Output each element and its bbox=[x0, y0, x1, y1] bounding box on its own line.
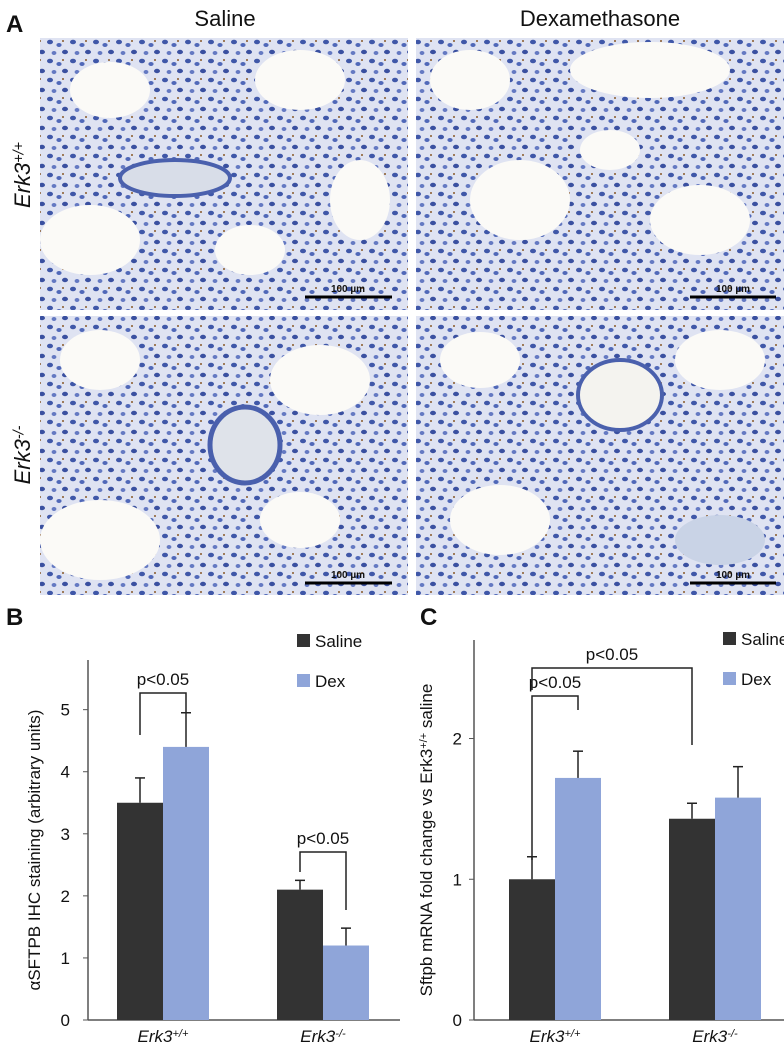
y-tick-label: 0 bbox=[453, 1011, 462, 1030]
y-tick-label: 2 bbox=[61, 887, 70, 906]
annotation: p<0.05 bbox=[297, 829, 349, 848]
bar bbox=[117, 802, 163, 1020]
micrograph bbox=[416, 316, 784, 595]
row-label: Erk3+/+ bbox=[10, 142, 35, 208]
x-tick-label: Erk3-/- bbox=[692, 1027, 738, 1046]
panel-label: C bbox=[420, 604, 437, 631]
micrograph bbox=[416, 38, 784, 310]
row-label: Erk3-/- bbox=[10, 425, 35, 484]
y-tick-label: 4 bbox=[61, 763, 70, 782]
significance-bracket bbox=[531, 667, 693, 745]
legend-label: Saline bbox=[741, 630, 784, 649]
bar bbox=[509, 879, 555, 1020]
micrographs: 100 µm 100 µm 100 µm 100 µm bbox=[40, 38, 784, 595]
x-tick-label: Erk3-/- bbox=[300, 1027, 346, 1046]
panel-label: B bbox=[6, 604, 23, 631]
y-tick-label: 0 bbox=[61, 1011, 70, 1030]
micrograph bbox=[40, 316, 408, 595]
column-header: Dexamethasone bbox=[520, 6, 680, 31]
significance-bracket bbox=[299, 851, 347, 910]
legend-swatch bbox=[723, 672, 736, 685]
bar bbox=[163, 746, 209, 1020]
y-tick-label: 1 bbox=[453, 870, 462, 889]
scale-bar-label: 100 µm bbox=[716, 284, 750, 295]
panel-label: A bbox=[6, 11, 23, 38]
x-tick-label: Erk3+/+ bbox=[138, 1027, 189, 1046]
significance-bracket bbox=[139, 692, 187, 735]
scale-bar-label: 100 µm bbox=[331, 284, 365, 295]
annotation: p<0.05 bbox=[586, 645, 638, 664]
scale-bar-label: 100 µm bbox=[716, 570, 750, 581]
annotation: p<0.05 bbox=[137, 670, 189, 689]
legend-swatch bbox=[297, 674, 310, 687]
significance-bracket bbox=[531, 695, 579, 860]
y-tick-label: 3 bbox=[61, 825, 70, 844]
annotation: p<0.05 bbox=[529, 673, 581, 692]
column-header: Saline bbox=[194, 6, 255, 31]
bar bbox=[555, 777, 601, 1020]
y-axis-label: αSFTPB IHC staining (arbitrary units) bbox=[25, 710, 44, 991]
bar bbox=[715, 797, 761, 1020]
y-axis-label: Sftpb mRNA fold change vs Erk3+/+ saline bbox=[417, 684, 436, 997]
legend-swatch bbox=[723, 632, 736, 645]
legend-label: Dex bbox=[315, 672, 346, 691]
micrograph bbox=[40, 38, 408, 310]
y-tick-label: 1 bbox=[61, 949, 70, 968]
bar bbox=[323, 945, 369, 1020]
bar bbox=[669, 818, 715, 1020]
x-tick-label: Erk3+/+ bbox=[530, 1027, 581, 1046]
legend-label: Saline bbox=[315, 632, 362, 651]
legend-label: Dex bbox=[741, 670, 772, 689]
y-tick-label: 5 bbox=[61, 701, 70, 720]
legend-swatch bbox=[297, 634, 310, 647]
bar bbox=[277, 889, 323, 1020]
scale-bar-label: 100 µm bbox=[331, 570, 365, 581]
y-tick-label: 2 bbox=[453, 730, 462, 749]
